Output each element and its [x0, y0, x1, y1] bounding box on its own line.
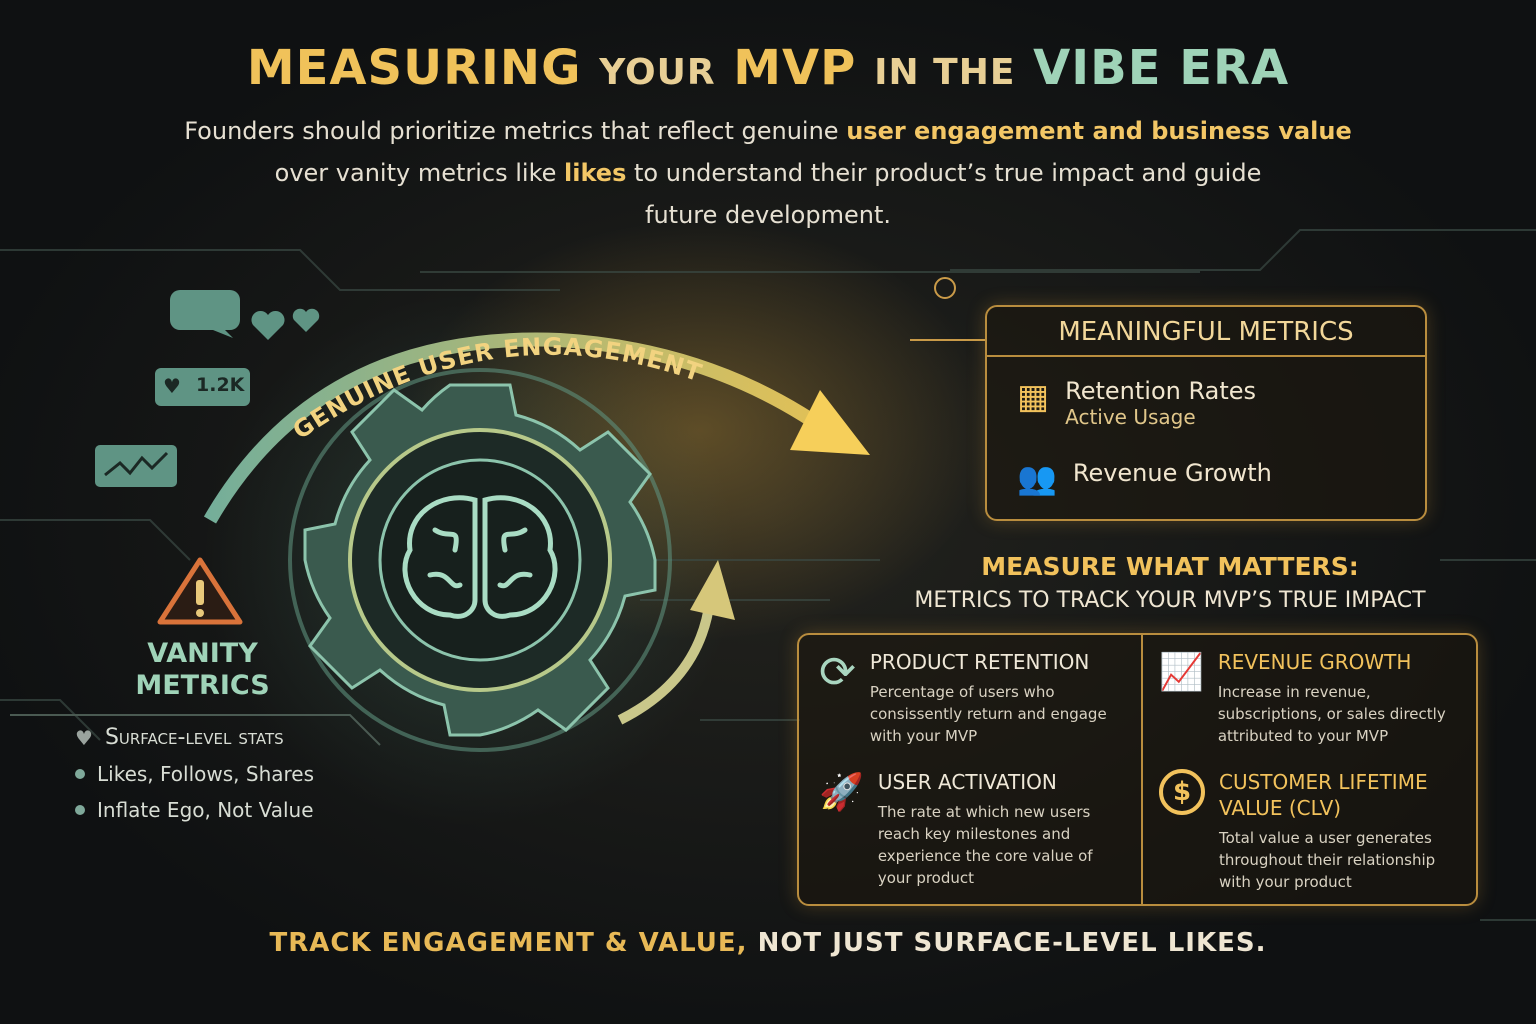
vanity-item: Likes, Follows, Shares [97, 762, 315, 786]
social-icons [95, 290, 320, 487]
heart-icon [251, 310, 285, 340]
users-group-icon: 👥 [1017, 459, 1057, 497]
divider [1141, 635, 1143, 904]
meaningful-metrics-title: MEANINGFUL METRICS [987, 307, 1425, 357]
vanity-list: ♥ Surface-level stats Likes, Follows, Sha… [75, 725, 314, 834]
intro-text-part: over vanity metrics like [274, 159, 565, 187]
metric-desc: The rate at which new users reach key mi… [877, 803, 1093, 887]
calendar-check-icon: ▦ [1017, 377, 1050, 417]
metric-desc: Increase in revenue, subscriptions, or s… [1217, 683, 1446, 745]
intro-text: Founders should prioritize metrics that … [160, 110, 1376, 236]
bullet-icon [75, 805, 85, 815]
title-part: MVP [733, 40, 857, 96]
like-count-bubble [155, 368, 250, 406]
footer-part: NOT JUST SURFACE-LEVEL LIKES. [747, 928, 1267, 958]
intro-text-part: to understand their product’s true impac… [626, 159, 1262, 187]
engagement-arc [203, 332, 845, 524]
bar-chart-growth-icon: 📈 [1159, 652, 1204, 693]
heart-icon: ♥ [75, 725, 93, 750]
gear-icon [288, 368, 672, 752]
footer-part: TRACK ENGAGEMENT & VALUE, [269, 928, 748, 958]
metric-title: REVENUE GROWTH [1217, 650, 1412, 674]
refresh-cycle-icon: ⟳ [819, 647, 856, 698]
dollar-coin-icon: $ [1159, 769, 1205, 815]
intro-text-part: future development. [645, 201, 891, 229]
meaningful-metrics-card: MEANINGFUL METRICS ▦ Retention Rates Acti… [985, 305, 1427, 521]
metric-title: USER ACTIVATION [877, 770, 1057, 794]
footer-tagline: TRACK ENGAGEMENT & VALUE, NOT JUST SURFA… [0, 928, 1536, 958]
metrics-grid: ⟳ PRODUCT RETENTION Percentage of users w… [797, 633, 1478, 906]
rocket-icon: 🚀 [819, 772, 864, 813]
vanity-title-line: METRICS [135, 670, 270, 701]
intro-highlight: likes [564, 159, 627, 187]
vanity-title-line: VANITY [147, 638, 258, 669]
title-part: VIBE ERA [1033, 40, 1290, 96]
brain-icon [402, 495, 558, 619]
metric-label: Retention Rates [1065, 377, 1257, 405]
title-part: YOUR [599, 52, 716, 93]
arrow-head-icon [790, 390, 870, 455]
heart-icon: ♥ [163, 374, 181, 398]
intro-text-part: Founders should prioritize metrics that … [184, 117, 847, 145]
measure-subheading: METRICS TO TRACK YOUR MVP’S TRUE IMPACT [914, 588, 1426, 613]
page-title: MEASURING YOUR MVP IN THE VIBE ERA [0, 40, 1536, 96]
metric-title: CUSTOMER LIFETIME VALUE (CLV) [1219, 770, 1428, 820]
vanity-metrics-title: VANITY METRICS [110, 638, 295, 702]
intro-highlight: user engagement and business value [846, 117, 1352, 145]
vanity-item: Inflate Ego, Not Value [97, 798, 314, 822]
metric-label: Revenue Growth [1072, 459, 1272, 487]
measure-heading: MEASURE WHAT MATTERS: [981, 552, 1359, 581]
metric-sub: Active Usage [1065, 405, 1196, 429]
like-count: 1.2K [196, 374, 245, 396]
metric-desc: Total value a user generates throughout … [1219, 829, 1436, 891]
chat-bubble-icon [170, 290, 240, 338]
title-part: IN THE [874, 52, 1016, 93]
metric-desc: Percentage of users who consissently ret… [869, 683, 1107, 745]
metric-title: PRODUCT RETENTION [869, 650, 1090, 674]
bullet-icon [75, 769, 85, 779]
heart-icon [292, 308, 320, 332]
title-part: MEASURING [246, 40, 582, 96]
vanity-heading: Surface-level stats [104, 725, 284, 750]
